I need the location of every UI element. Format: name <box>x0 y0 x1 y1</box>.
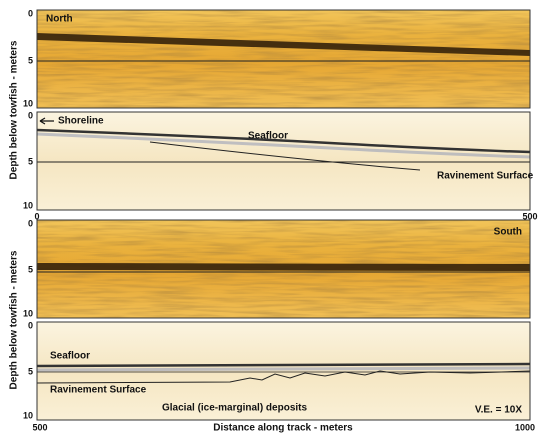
y-axis-label: Depth below towfish - meters <box>9 250 20 389</box>
y-tick-label: 10 <box>23 308 33 318</box>
y-tick-label: 0 <box>28 110 33 120</box>
seafloor-band <box>37 33 530 56</box>
annotation: Ravinement Surface <box>50 385 147 396</box>
seafloor-echo <box>36 132 531 159</box>
y-tick-label: 5 <box>28 366 33 376</box>
seafloor-band <box>37 263 530 271</box>
y-tick-label: 5 <box>28 156 33 166</box>
y-tick-label: 0 <box>28 8 33 18</box>
texture <box>37 10 530 108</box>
y-tick-label: 5 <box>28 264 33 274</box>
y-tick-label: 0 <box>28 218 33 228</box>
panel: Shoreline Seafloor Ravinement Surface 0 … <box>23 110 534 211</box>
y-tick-label: 5 <box>28 55 33 65</box>
panel: South 0 5 10 <box>23 218 531 319</box>
x-axis-label: Distance along track - meters <box>213 423 353 434</box>
x-tick-label: 500 <box>522 211 537 221</box>
panel-border <box>36 9 531 109</box>
annotation: Glacial (ice-marginal) deposits <box>162 403 307 414</box>
x-tick-label: 500 <box>32 422 47 432</box>
y-tick-label: 10 <box>23 98 33 108</box>
y-tick-label: 10 <box>23 410 33 420</box>
panel-border <box>36 111 531 211</box>
profile-image <box>37 112 530 210</box>
panel-label: North <box>46 14 73 25</box>
seafloor-line <box>36 362 531 368</box>
annotation: Ravinement Surface <box>437 171 534 182</box>
panel-border <box>36 321 531 421</box>
seafloor-line <box>36 128 531 154</box>
panel: Seafloor Ravinement Surface Glacial (ice… <box>23 320 531 421</box>
annotation: Shoreline <box>58 116 104 127</box>
annotation: Seafloor <box>50 351 90 362</box>
panel: North 0 5 10 <box>23 8 531 109</box>
y-tick-label: 0 <box>28 320 33 330</box>
annotation: V.E. = 10X <box>475 405 522 416</box>
ravinement-line <box>149 141 421 171</box>
panel-label: South <box>494 227 522 238</box>
panel-border <box>36 219 531 319</box>
arrow <box>39 117 54 125</box>
x-tick-label: 0 <box>34 211 39 221</box>
y-axis-label: Depth below towfish - meters <box>9 40 20 179</box>
y-tick-label: 10 <box>23 200 33 210</box>
seafloor-echo <box>36 366 531 372</box>
x-tick-label: 1000 <box>515 422 535 432</box>
ravinement-line <box>36 370 531 384</box>
annotation: Seafloor <box>248 131 288 142</box>
